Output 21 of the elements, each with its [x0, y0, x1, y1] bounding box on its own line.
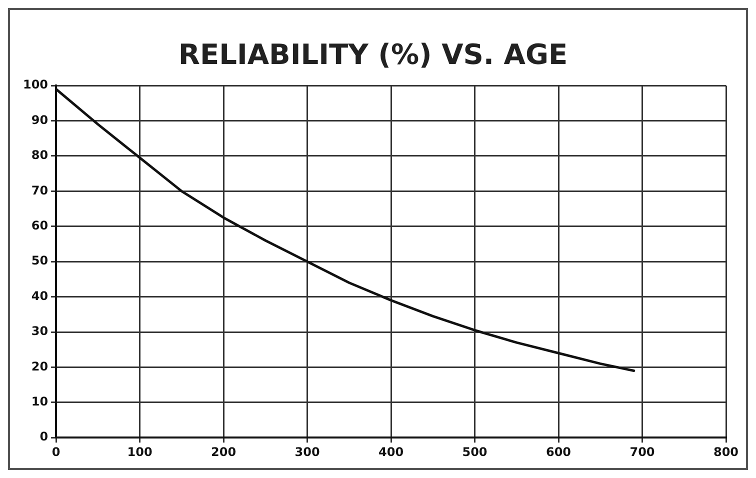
x-tick-label: 100	[127, 444, 152, 459]
y-tick-label: 10	[31, 394, 48, 409]
x-tick-label: 500	[462, 444, 488, 459]
x-tick-label: 0	[52, 444, 60, 459]
x-tick-label: 600	[546, 444, 572, 459]
y-tick-label: 100	[22, 78, 48, 92]
y-tick-label: 0	[40, 430, 48, 444]
y-tick-label: 60	[31, 218, 48, 233]
x-tick-label: 300	[294, 444, 320, 459]
y-tick-label: 20	[31, 359, 48, 374]
y-tick-label: 70	[31, 183, 48, 198]
y-tick-label: 80	[31, 148, 48, 162]
y-tick-label: 40	[31, 288, 48, 303]
x-tick-label: 700	[630, 444, 655, 459]
chart-title: RELIABILITY (%) VS. AGE	[178, 38, 568, 72]
x-tick-label: 800	[713, 444, 739, 459]
x-tick-label: 400	[378, 444, 404, 459]
x-tick-label: 200	[211, 444, 236, 459]
y-tick-label: 50	[31, 254, 48, 268]
y-tick-label: 30	[31, 324, 48, 338]
y-tick-label: 90	[31, 112, 48, 127]
